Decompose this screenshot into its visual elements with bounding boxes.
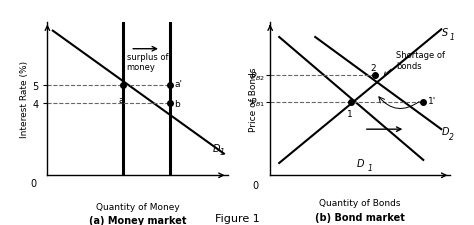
Text: surplus of
money: surplus of money	[127, 52, 168, 72]
Text: 1': 1'	[428, 97, 436, 106]
Text: Quantity of Bonds: Quantity of Bonds	[319, 198, 401, 207]
Text: 2: 2	[370, 63, 376, 72]
Text: D: D	[356, 158, 364, 168]
Text: Figure 1: Figure 1	[215, 213, 259, 223]
Text: $P_{B1}$: $P_{B1}$	[249, 96, 265, 108]
Text: b: b	[174, 100, 180, 109]
Text: a: a	[118, 95, 124, 104]
Text: Quantity of Money: Quantity of Money	[96, 202, 179, 211]
Text: D: D	[442, 126, 450, 136]
Y-axis label: Interest Rate (%): Interest Rate (%)	[20, 61, 29, 137]
Text: (a) Money market: (a) Money market	[89, 215, 186, 225]
Text: (b) Bond market: (b) Bond market	[315, 212, 405, 222]
Text: S: S	[442, 28, 448, 38]
Text: Shortage of
bonds: Shortage of bonds	[384, 51, 445, 76]
Text: 1: 1	[219, 148, 224, 157]
Text: 0: 0	[30, 178, 36, 188]
Text: 1: 1	[449, 33, 454, 42]
Text: 0: 0	[253, 180, 259, 190]
Text: 2: 2	[449, 133, 454, 142]
Y-axis label: Price of Bonds: Price of Bonds	[249, 67, 258, 131]
Text: $P_{B2}$: $P_{B2}$	[250, 70, 265, 82]
Text: 1: 1	[367, 163, 372, 172]
Text: 1: 1	[346, 110, 352, 119]
Text: D: D	[213, 144, 220, 153]
Text: a': a'	[174, 80, 182, 89]
